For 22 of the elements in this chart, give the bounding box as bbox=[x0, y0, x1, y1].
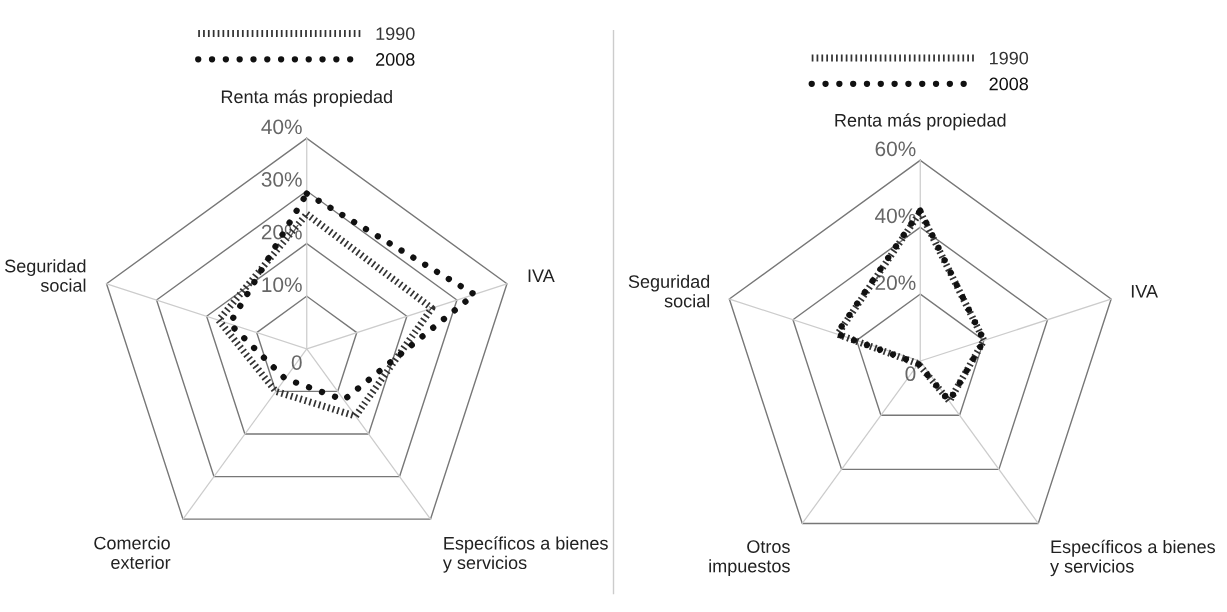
spoke-label: Seguridad social bbox=[5, 259, 86, 292]
y-tick-label: 10% bbox=[262, 277, 302, 293]
y-tick-label: 60% bbox=[875, 141, 916, 157]
text: 2008 bbox=[376, 53, 415, 66]
y-tick-label: 20% bbox=[875, 275, 916, 291]
spoke-label: Específicos a bienes y servicios bbox=[442, 536, 608, 573]
y-tick-label: 40% bbox=[875, 208, 916, 224]
text: 1990 bbox=[376, 27, 415, 40]
text: 2008 bbox=[989, 77, 1029, 91]
spoke-label: Renta más propiedad bbox=[221, 89, 392, 107]
spoke-label: IVA bbox=[1131, 285, 1158, 298]
spoke-label: IVA bbox=[528, 269, 555, 282]
y-tick-label: 40% bbox=[261, 119, 302, 135]
spoke-label: Renta más propiedad bbox=[835, 113, 1006, 131]
spoke-label: Específicos a bienes y servicios bbox=[1050, 539, 1215, 577]
y-tick-label: 0 bbox=[905, 366, 916, 382]
spoke-label: Seguridad social bbox=[628, 274, 710, 308]
y-tick-label: 0 bbox=[291, 355, 302, 370]
text: 1990 bbox=[990, 51, 1029, 65]
spoke-label: Otros impuestos bbox=[709, 540, 790, 576]
y-tick-label: 30% bbox=[261, 172, 302, 187]
spoke-label: Comercio exterior bbox=[94, 536, 171, 569]
